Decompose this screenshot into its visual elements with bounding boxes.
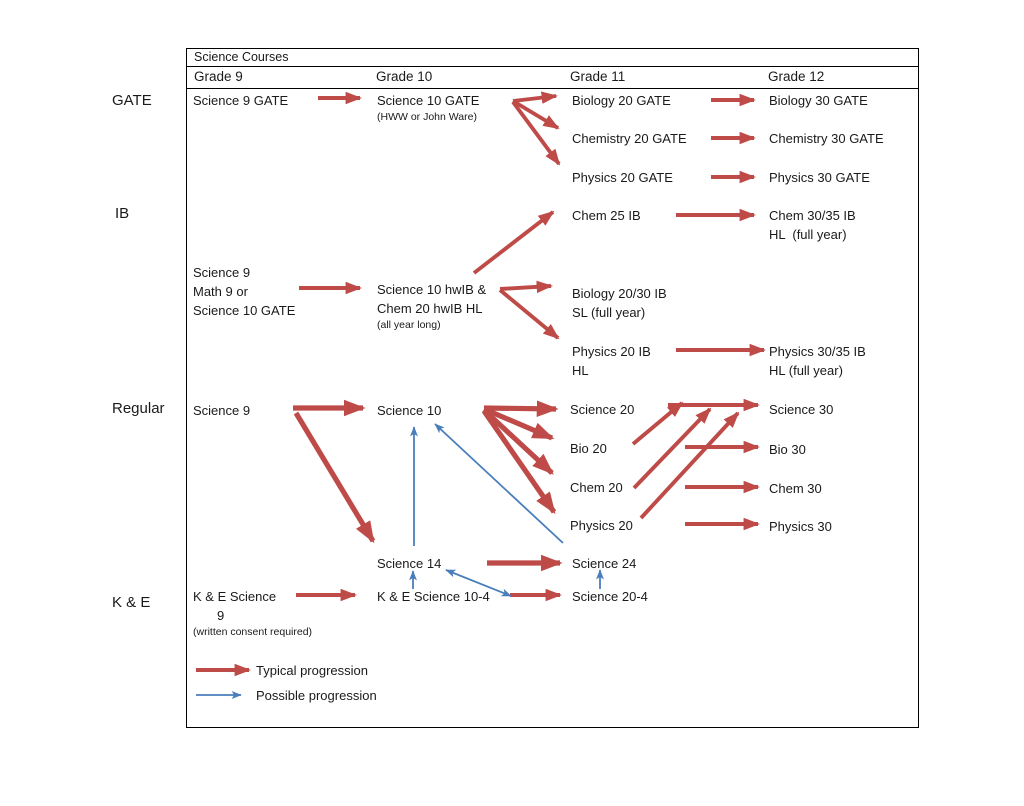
course-node-line: HL (full year) bbox=[769, 363, 843, 378]
course-node-line: Science 24 bbox=[572, 556, 637, 571]
course-node-ke-science-10-4: K & E Science 10-4 bbox=[377, 587, 490, 606]
course-node-chemistry-30-gate: Chemistry 30 GATE bbox=[769, 129, 884, 148]
course-node-line: Biology 30 GATE bbox=[769, 93, 868, 108]
course-node-line: Chem 25 IB bbox=[572, 208, 641, 223]
course-node-line: Science 9 GATE bbox=[193, 93, 289, 108]
divider-under-grade-headers bbox=[186, 88, 919, 89]
course-node-line: HL bbox=[572, 363, 589, 378]
track-label-regular: Regular bbox=[112, 400, 165, 417]
course-node-line: HL (full year) bbox=[769, 227, 847, 242]
course-node-line: Bio 20 bbox=[570, 441, 607, 456]
course-node-line: SL (full year) bbox=[572, 305, 646, 320]
course-node-line: (written consent required) bbox=[193, 626, 313, 638]
course-node-line: Science 20 bbox=[570, 402, 635, 417]
course-node-chemistry-20-gate: Chemistry 20 GATE bbox=[572, 129, 687, 148]
course-node-line: K & E Science bbox=[193, 589, 277, 604]
course-node-science-20: Science 20 bbox=[570, 400, 634, 419]
course-node-physics-30-gate: Physics 30 GATE bbox=[769, 168, 870, 187]
course-node-chem-30: Chem 30 bbox=[769, 479, 822, 498]
course-node-line: Physics 30 bbox=[769, 519, 832, 534]
course-node-line: Math 9 or bbox=[193, 284, 248, 299]
course-node-line: Science 10 hwIB & bbox=[377, 282, 487, 297]
course-node-line: Science 14 bbox=[377, 556, 442, 571]
legend-typical-label: Typical progression bbox=[256, 663, 368, 678]
course-node-line: Science 9 bbox=[193, 265, 251, 280]
course-node-line: Physics 30/35 IB bbox=[769, 344, 866, 359]
grade-header-12: Grade 12 bbox=[768, 69, 825, 84]
course-node-line: Physics 20 GATE bbox=[572, 170, 673, 185]
track-label-gate: GATE bbox=[112, 92, 152, 109]
track-label-ke: K & E bbox=[112, 594, 151, 611]
course-node-line: Science 20-4 bbox=[572, 589, 648, 604]
page-title: Science Courses bbox=[194, 50, 289, 64]
grade-header-11: Grade 11 bbox=[570, 69, 626, 84]
course-node-line: Chem 30 bbox=[769, 481, 822, 496]
course-node-line: Science 10 bbox=[377, 403, 442, 418]
course-node-bio-20: Bio 20 bbox=[570, 439, 607, 458]
course-node-line: Physics 20 bbox=[570, 518, 633, 533]
divider-under-title bbox=[186, 66, 919, 67]
course-node-line: Chemistry 30 GATE bbox=[769, 131, 884, 146]
course-node-line: Physics 30 GATE bbox=[769, 170, 870, 185]
course-node-line: (all year long) bbox=[377, 319, 441, 331]
course-node-line: 9 bbox=[217, 608, 225, 623]
course-node-physics-30-35-ib: Physics 30/35 IB HL (full year) bbox=[769, 342, 866, 380]
course-node-line: Chemistry 20 GATE bbox=[572, 131, 687, 146]
course-node-science-30: Science 30 bbox=[769, 400, 833, 419]
course-node-line: Physics 20 IB bbox=[572, 344, 651, 359]
course-node-chem-30-35-ib: Chem 30/35 IB HL (full year) bbox=[769, 206, 856, 244]
course-node-line: (HWW or John Ware) bbox=[377, 111, 477, 123]
course-node-physics-20-gate: Physics 20 GATE bbox=[572, 168, 673, 187]
course-node-science-10-hwib: Science 10 hwIB & Chem 20 hwIB HL (all yea… bbox=[377, 280, 486, 332]
course-node-physics-20-ib: Physics 20 IB HL bbox=[572, 342, 651, 380]
course-node-ke-science-9: K & E Science 9 (written consent required) bbox=[193, 587, 312, 639]
course-node-line: Biology 20 GATE bbox=[572, 93, 671, 108]
grade-header-9: Grade 9 bbox=[194, 69, 243, 84]
course-node-biology-20-30-ib: Biology 20/30 IB SL (full year) bbox=[572, 284, 667, 322]
course-node-biology-20-gate: Biology 20 GATE bbox=[572, 91, 671, 110]
track-label-ib: IB bbox=[115, 205, 130, 222]
course-node-physics-30: Physics 30 bbox=[769, 517, 832, 536]
course-node-biology-30-gate: Biology 30 GATE bbox=[769, 91, 868, 110]
course-node-line: Chem 20 bbox=[570, 480, 623, 495]
course-node-physics-20: Physics 20 bbox=[570, 516, 633, 535]
course-node-science-20-4: Science 20-4 bbox=[572, 587, 648, 606]
course-node-line: Science 10 GATE bbox=[193, 303, 296, 318]
course-node-line: Science 10 GATE bbox=[377, 93, 480, 108]
course-node-science-24: Science 24 bbox=[572, 554, 636, 573]
grade-header-10: Grade 10 bbox=[376, 69, 433, 84]
course-node-science-9: Science 9 bbox=[193, 401, 250, 420]
course-node-chem-20: Chem 20 bbox=[570, 478, 623, 497]
course-node-bio-30: Bio 30 bbox=[769, 440, 806, 459]
course-node-line: K & E Science 10-4 bbox=[377, 589, 490, 604]
course-node-science-9-gate: Science 9 GATE bbox=[193, 91, 288, 110]
course-node-line: Chem 30/35 IB bbox=[769, 208, 856, 223]
table-border bbox=[186, 48, 919, 728]
course-node-chem-25-ib: Chem 25 IB bbox=[572, 206, 641, 225]
course-node-line: Science 9 bbox=[193, 403, 251, 418]
course-node-science-10-gate: Science 10 GATE (HWW or John Ware) bbox=[377, 91, 479, 124]
course-node-line: Bio 30 bbox=[769, 442, 806, 457]
course-node-line: Science 30 bbox=[769, 402, 834, 417]
course-node-line: Biology 20/30 IB bbox=[572, 286, 667, 301]
legend-possible-label: Possible progression bbox=[256, 688, 377, 703]
course-node-ib-grade9-entry: Science 9 Math 9 or Science 10 GATE bbox=[193, 263, 295, 320]
course-node-science-14: Science 14 bbox=[377, 554, 441, 573]
course-node-line: Chem 20 hwIB HL bbox=[377, 301, 483, 316]
course-node-science-10: Science 10 bbox=[377, 401, 441, 420]
